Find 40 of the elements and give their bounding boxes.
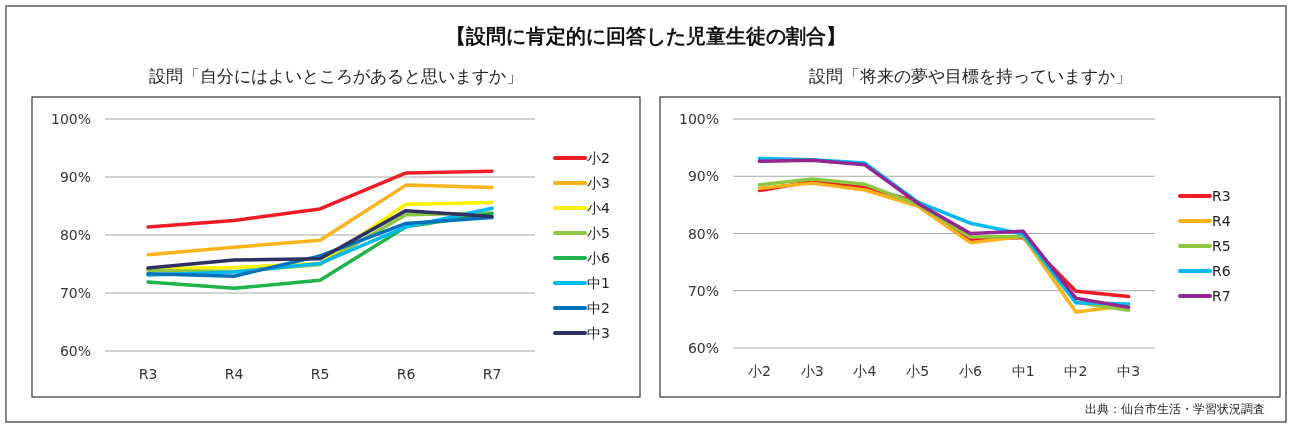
x-tick-label: 中2 [1064, 363, 1088, 379]
legend-label: 中3 [587, 325, 610, 341]
legend-label: R6 [1212, 263, 1231, 279]
legend-label: R5 [1212, 238, 1231, 254]
x-tick-label: 小3 [800, 363, 824, 379]
legend-label: R4 [1212, 213, 1231, 229]
x-tick-label: R4 [224, 366, 244, 382]
y-tick-label: 70% [59, 285, 91, 301]
legend-label: R3 [1212, 188, 1231, 204]
x-tick-label: 小2 [747, 363, 771, 379]
legend-label: 小6 [587, 250, 610, 266]
y-tick-label: 60% [687, 340, 719, 356]
y-tick-label: 100% [50, 111, 91, 127]
legend-label: 中1 [587, 275, 610, 291]
x-tick-label: R3 [138, 366, 158, 382]
legend-label: 小4 [587, 200, 610, 216]
y-tick-label: 60% [59, 343, 91, 359]
legend-label: R7 [1212, 288, 1231, 304]
y-tick-label: 80% [59, 227, 91, 243]
y-tick-label: 80% [687, 225, 719, 242]
x-tick-label: R6 [396, 366, 416, 382]
x-tick-label: 中1 [1011, 363, 1035, 379]
y-tick-label: 100% [678, 111, 719, 127]
x-tick-label: 小4 [853, 363, 877, 379]
chart-subtitle: 設問「自分にはよいところがあると思いますか」 [149, 66, 523, 86]
legend-label: 小3 [587, 175, 610, 191]
x-tick-label: 中3 [1117, 363, 1141, 379]
source-note: 出典：仙台市生活・学習状況調査 [1085, 402, 1265, 416]
x-tick-label: R7 [482, 366, 502, 382]
x-tick-label: 小5 [906, 363, 930, 379]
text: 【設問に肯定的に回答した児童生徒の割合】 [446, 24, 846, 48]
y-tick-label: 90% [687, 168, 719, 185]
legend-label: 中2 [587, 300, 610, 316]
y-tick-label: 70% [687, 282, 719, 299]
legend-label: 小5 [587, 225, 610, 241]
legend-label: 小2 [587, 150, 610, 166]
x-tick-label: 小6 [958, 363, 982, 379]
chart-subtitle: 設問「将来の夢や目標を持っていますか」 [808, 66, 1132, 86]
x-tick-label: R5 [310, 366, 330, 382]
y-tick-label: 90% [59, 169, 91, 185]
